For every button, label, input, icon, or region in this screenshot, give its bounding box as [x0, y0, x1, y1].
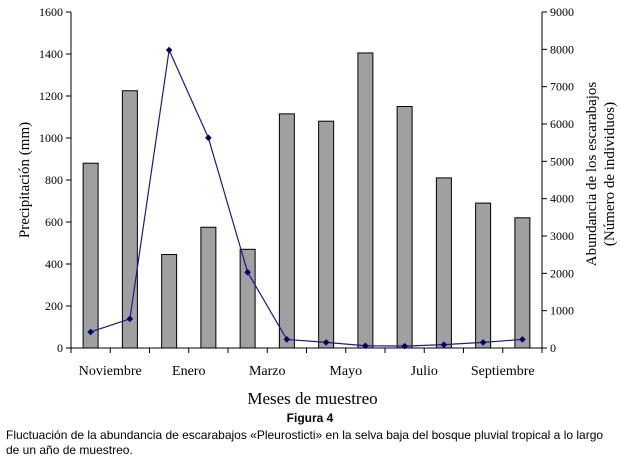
left-tick-label: 1600 — [39, 5, 63, 19]
abundance-point — [244, 268, 251, 276]
abundance-point — [519, 336, 526, 343]
bar — [278, 113, 295, 349]
bar — [435, 177, 452, 349]
bar — [396, 106, 413, 349]
abundance-point — [479, 339, 487, 346]
x-tick-label: Mayo — [329, 364, 362, 379]
x-tick-label: Julio — [411, 364, 438, 379]
right-axis-label-line1: Abundancia de los escarabajos — [584, 82, 600, 267]
left-tick-label: 600 — [45, 215, 63, 229]
right-tick-label: 2000 — [550, 266, 574, 280]
x-axis-ticks: Noviembre Enero Marzo Mayo Julio Septiembre — [70, 348, 543, 379]
left-axis-ticks: 0 200 400 600 800 1000 1200 1400 1600 — [39, 5, 71, 355]
left-tick-label: 0 — [57, 341, 63, 355]
right-axis-label-line2: (Número de individuos) — [602, 102, 618, 246]
bar — [161, 254, 178, 349]
bar — [200, 226, 217, 349]
bar — [514, 217, 531, 349]
abundance-point — [440, 341, 448, 348]
right-tick-label: 1000 — [550, 304, 574, 318]
abundance-point — [165, 46, 173, 54]
figure-label: Figura 4 — [286, 411, 334, 425]
bar-series — [82, 52, 531, 349]
x-axis-label: Meses de muestreo — [247, 389, 377, 408]
left-tick-label: 200 — [45, 299, 63, 313]
bar — [318, 120, 335, 349]
right-tick-label: 9000 — [550, 5, 574, 19]
chart: 0 200 400 600 800 1000 1200 1400 1600 0 1000 2000 3… — [17, 5, 618, 408]
abundance-point — [283, 336, 291, 343]
x-tick-label: Septiembre — [471, 364, 535, 379]
right-axis-ticks: 0 1000 2000 3000 4000 5000 6000 7000 8000 9000 — [542, 5, 574, 355]
bar — [239, 248, 256, 349]
left-tick-label: 400 — [45, 257, 63, 271]
left-tick-label: 1200 — [39, 89, 63, 103]
left-tick-label: 1400 — [39, 47, 63, 61]
right-tick-label: 5000 — [550, 154, 574, 168]
left-tick-label: 1000 — [39, 131, 63, 145]
right-tick-label: 4000 — [550, 192, 574, 206]
x-tick-label: Enero — [172, 364, 205, 379]
bar — [357, 52, 374, 349]
abundance-point — [322, 339, 330, 346]
right-tick-label: 6000 — [550, 117, 574, 131]
bar — [82, 162, 99, 349]
abundance-line — [90, 47, 523, 347]
abundance-point — [205, 134, 212, 142]
bar — [121, 90, 138, 349]
right-tick-label: 3000 — [550, 229, 574, 243]
right-tick-label: 7000 — [550, 80, 574, 94]
x-tick-label: Marzo — [249, 364, 286, 379]
figure-caption: Fluctuación de la abundancia de escaraba… — [6, 428, 604, 457]
abundance-point — [362, 342, 369, 350]
line-series — [87, 46, 526, 350]
left-axis-label: Precipitación (mm) — [17, 122, 33, 238]
right-tick-label: 8000 — [550, 42, 574, 56]
abundance-point — [87, 328, 94, 336]
bar — [475, 202, 492, 349]
abundance-point — [126, 315, 134, 323]
right-tick-label: 0 — [550, 341, 556, 355]
left-tick-label: 800 — [45, 173, 63, 187]
x-tick-label: Noviembre — [79, 364, 142, 379]
